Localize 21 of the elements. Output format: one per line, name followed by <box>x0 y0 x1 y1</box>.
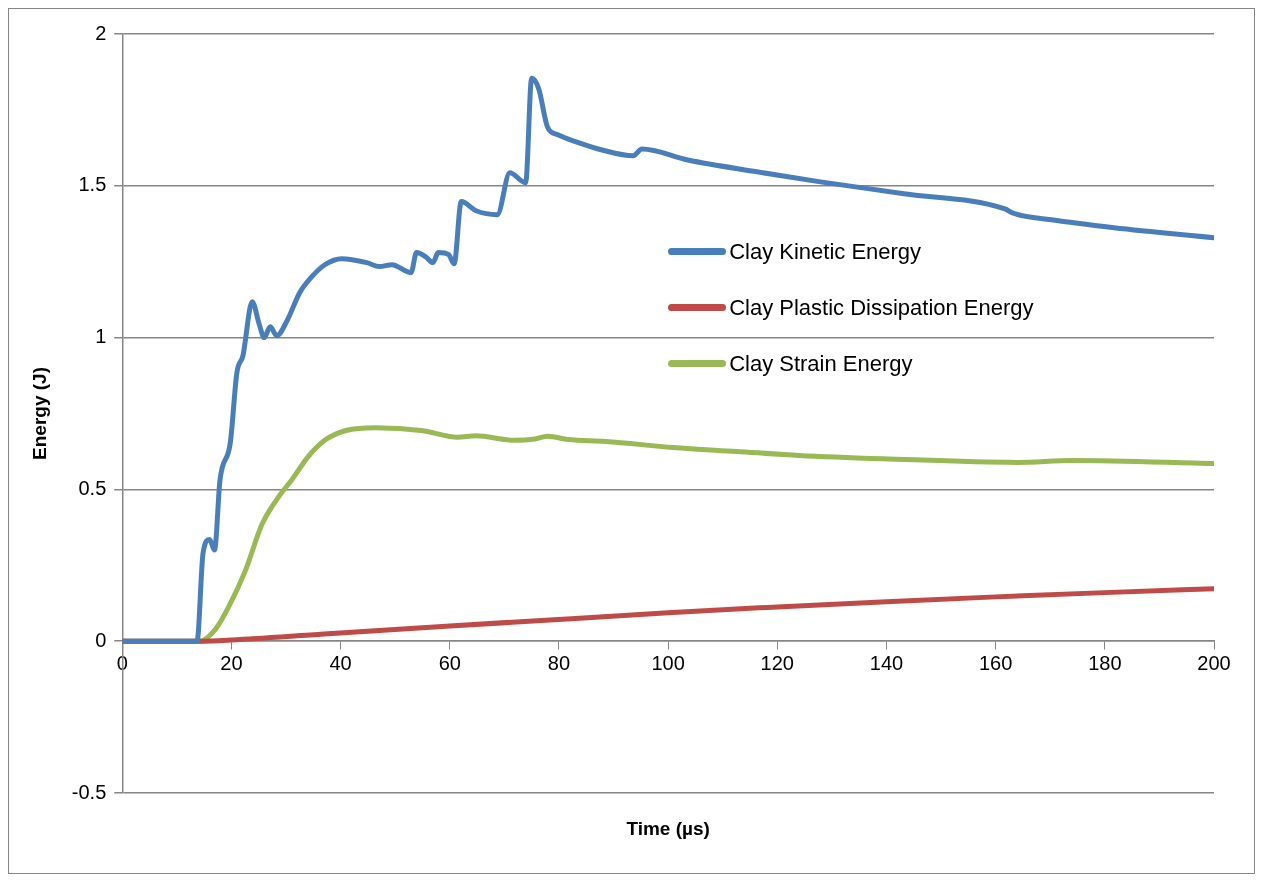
x-axis-title: Time (µs) <box>625 818 711 840</box>
x-tick-label: 180 <box>1088 651 1122 674</box>
y-tick-label: -0.5 <box>71 780 107 803</box>
x-tick-label: 60 <box>438 651 461 674</box>
y-tick-label: 1.5 <box>78 173 107 196</box>
legend-label: Clay Plastic Dissipation Energy <box>729 294 1034 321</box>
x-tick-label: 200 <box>1197 651 1231 674</box>
x-tick-label: 100 <box>651 651 685 674</box>
x-tick-label: 120 <box>760 651 794 674</box>
y-tick-label: 0 <box>95 628 107 651</box>
legend-label: Clay Kinetic Energy <box>729 238 922 265</box>
y-tick-label: 0.5 <box>78 476 107 499</box>
y-tick-label: 1 <box>95 325 107 348</box>
x-tick-label: 160 <box>978 651 1013 674</box>
y-axis-title: Energy (J) <box>28 367 50 460</box>
x-tick-label: 40 <box>329 651 352 674</box>
y-tick-label: 2 <box>95 21 107 44</box>
x-tick-label: 20 <box>220 651 243 674</box>
x-tick-label: 80 <box>547 651 571 674</box>
legend-label: Clay Strain Energy <box>729 350 913 377</box>
x-tick-label: 140 <box>869 651 904 674</box>
